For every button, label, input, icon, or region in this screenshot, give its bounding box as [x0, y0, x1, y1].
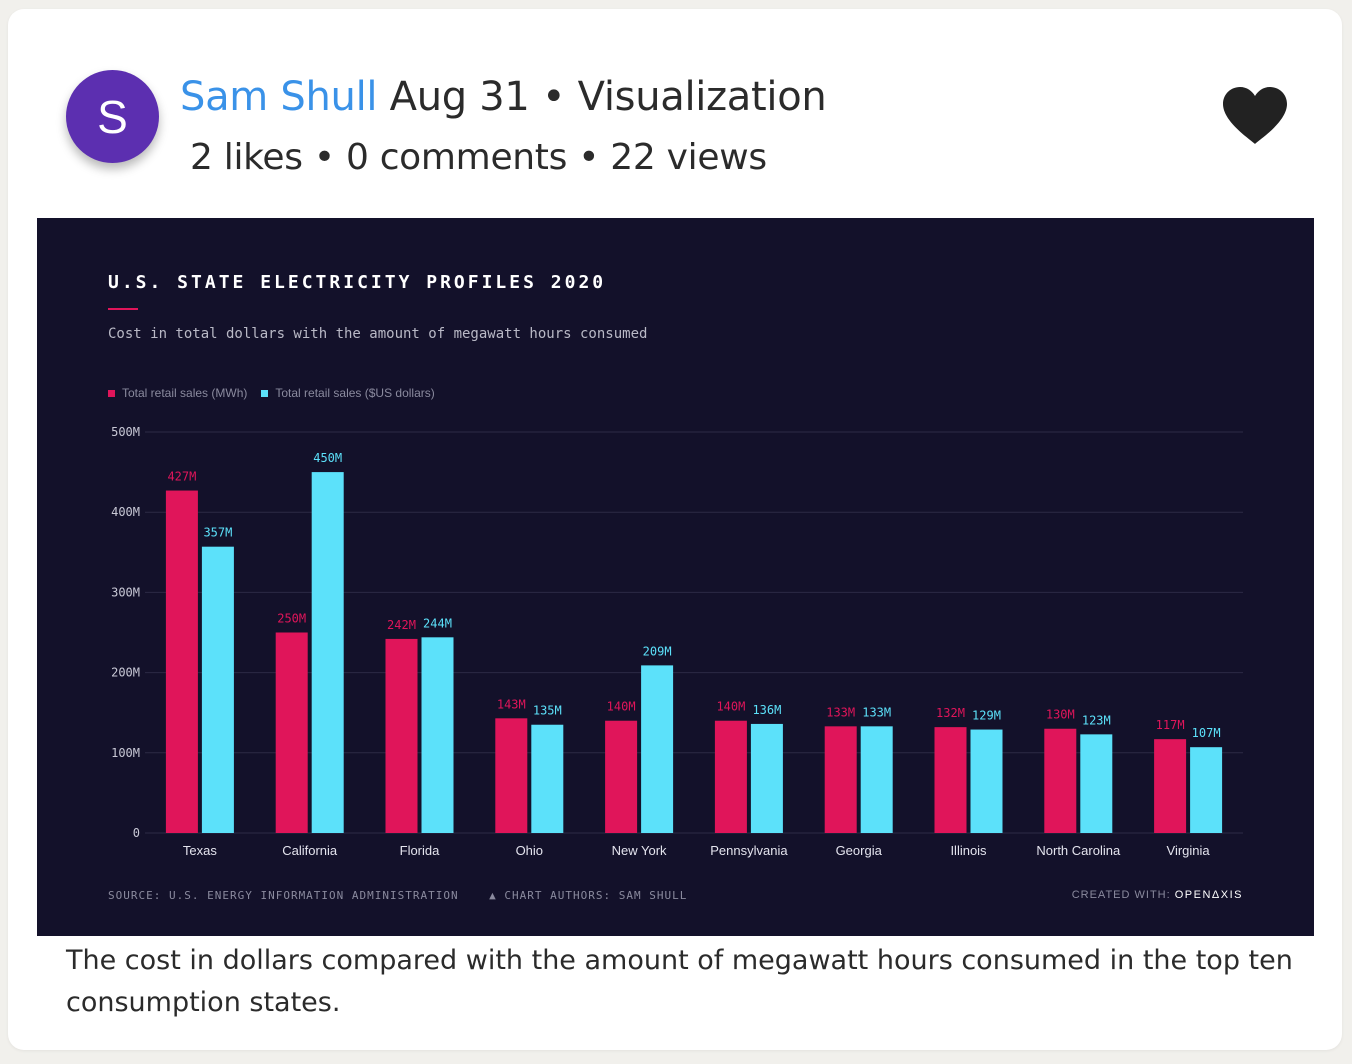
- bar: [201, 546, 234, 833]
- data-label: 107M: [1192, 726, 1221, 740]
- post-meta: Aug 31 • Visualization: [389, 74, 827, 120]
- x-tick-label: California: [282, 843, 338, 858]
- data-label: 450M: [313, 451, 342, 465]
- x-tick-label: Ohio: [516, 843, 543, 858]
- legend-swatch-mwh: [108, 389, 115, 397]
- data-label: 357M: [203, 526, 232, 540]
- data-label: 140M: [716, 700, 745, 714]
- x-tick-label: Georgia: [836, 843, 883, 858]
- x-tick-label: New York: [612, 843, 667, 858]
- data-label: 136M: [752, 703, 781, 717]
- chart-source: SOURCE: U.S. ENERGY INFORMATION ADMINIST…: [108, 889, 459, 902]
- y-tick-label: 500M: [111, 425, 140, 439]
- bar: [531, 724, 564, 833]
- y-tick-label: 300M: [111, 585, 140, 599]
- bar: [1044, 728, 1077, 833]
- y-tick-label: 400M: [111, 505, 140, 519]
- bar: [605, 720, 638, 833]
- data-label: 143M: [497, 697, 526, 711]
- chart-title: U.S. STATE ELECTRICITY PROFILES 2020: [108, 272, 607, 293]
- post-stats: 2 likes • 0 comments • 22 views: [190, 137, 767, 178]
- created-with-label: CREATED WITH:: [1071, 889, 1171, 901]
- data-label: 135M: [533, 704, 562, 718]
- chart-footer-left: SOURCE: U.S. ENERGY INFORMATION ADMINIST…: [108, 889, 687, 902]
- bar: [714, 720, 747, 833]
- bar: [1080, 734, 1113, 833]
- data-label: 117M: [1156, 718, 1185, 732]
- data-label: 209M: [643, 644, 672, 658]
- data-label: 133M: [862, 705, 891, 719]
- bar: [421, 637, 454, 833]
- bar: [495, 718, 528, 833]
- legend-item-mwh[interactable]: Total retail sales (MWh): [108, 386, 247, 400]
- post-caption: The cost in dollars compared with the am…: [66, 945, 1293, 1018]
- title-divider: [108, 308, 138, 310]
- data-label: 129M: [972, 709, 1001, 723]
- bar: [750, 723, 783, 833]
- x-tick-label: Virginia: [1167, 843, 1211, 858]
- bar: [275, 632, 308, 833]
- bar: [824, 726, 857, 833]
- legend-swatch-usd: [261, 389, 269, 397]
- bar: [311, 472, 344, 833]
- data-label: 133M: [826, 705, 855, 719]
- y-tick-label: 0: [133, 826, 140, 840]
- bar: [1190, 747, 1223, 833]
- chart-plot: 0 100M 200M 300M 400M 500M 427M 357M Texas 250M 45…: [111, 425, 1243, 858]
- x-tick-label: Illinois: [950, 843, 987, 858]
- data-label: 242M: [387, 618, 416, 632]
- data-label: 140M: [607, 700, 636, 714]
- legend-item-usd[interactable]: Total retail sales ($US dollars): [261, 386, 435, 400]
- bar: [165, 490, 198, 833]
- bar: [970, 729, 1003, 833]
- bar: [934, 727, 967, 833]
- data-label: 250M: [277, 612, 306, 626]
- author-link[interactable]: Sam Shull: [180, 74, 378, 120]
- openaxis-logo[interactable]: OPENΔXIS: [1174, 889, 1243, 901]
- x-tick-label: North Carolina: [1036, 843, 1121, 858]
- legend-label-mwh: Total retail sales (MWh): [122, 386, 248, 400]
- chart-legend: Total retail sales (MWh) Total retail sa…: [108, 386, 435, 400]
- bar: [1154, 739, 1187, 833]
- data-label: 130M: [1046, 708, 1075, 722]
- y-tick-label: 200M: [111, 666, 140, 680]
- x-tick-label: Texas: [183, 843, 217, 858]
- x-tick-label: Florida: [400, 843, 441, 858]
- chart-subtitle: Cost in total dollars with the amount of…: [108, 326, 648, 342]
- y-tick-label: 100M: [111, 746, 140, 760]
- heart-icon[interactable]: [1221, 86, 1289, 146]
- chart-panel: U.S. STATE ELECTRICITY PROFILES 2020 Cos…: [37, 218, 1314, 936]
- legend-label-usd: Total retail sales ($US dollars): [275, 386, 435, 400]
- data-label: 123M: [1082, 713, 1111, 727]
- bar: [641, 665, 674, 833]
- post-header: Sam Shull Aug 31 • Visualization: [180, 74, 827, 120]
- bar: [385, 638, 418, 833]
- x-tick-label: Pennsylvania: [710, 843, 788, 858]
- data-label: 132M: [936, 706, 965, 720]
- data-label: 244M: [423, 616, 452, 630]
- chart-footer-right: CREATED WITH: OPENΔXIS: [1072, 889, 1243, 901]
- bar: [860, 726, 893, 833]
- data-label: 427M: [167, 470, 196, 484]
- chart-authors: ▲ CHART AUTHORS: SAM SHULL: [489, 889, 688, 902]
- avatar[interactable]: S: [66, 70, 159, 163]
